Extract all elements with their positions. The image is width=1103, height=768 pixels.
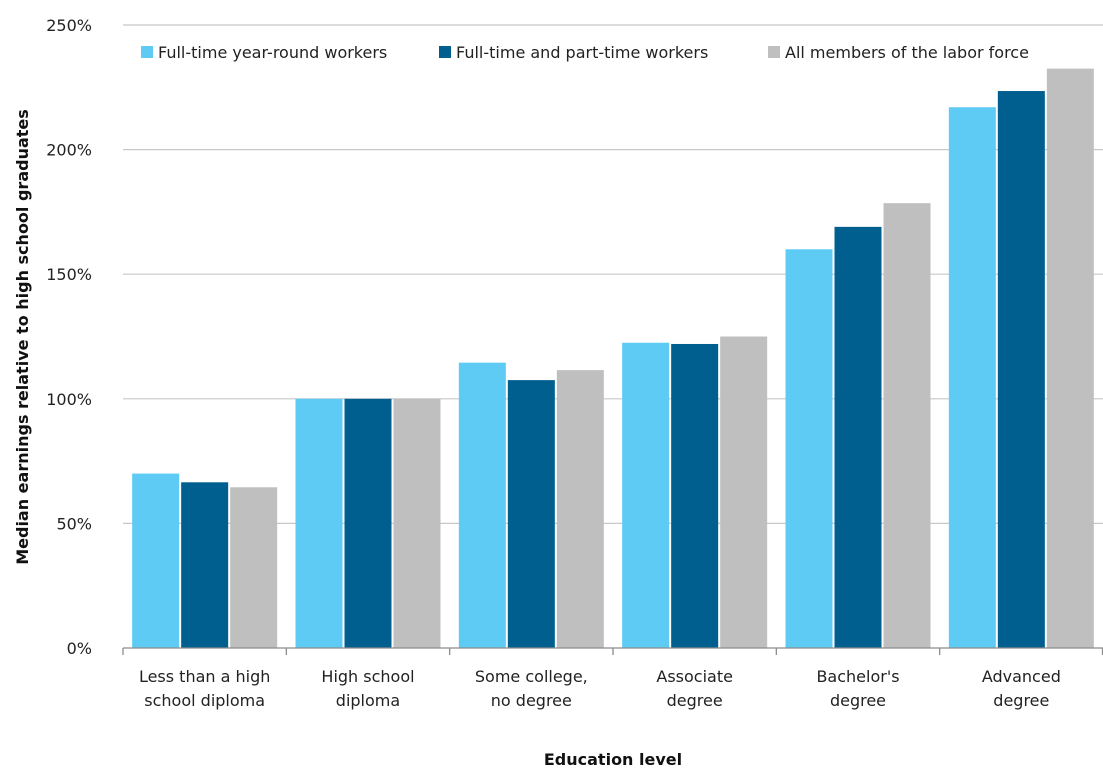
category-label-line: school diploma xyxy=(144,691,265,710)
bar xyxy=(785,249,833,648)
category-label-line: High school xyxy=(321,667,414,686)
category-label-line: Associate xyxy=(656,667,733,686)
category-label: Bachelor's degree xyxy=(816,667,899,710)
bar xyxy=(344,398,392,648)
bar xyxy=(1046,68,1094,649)
bar xyxy=(997,91,1045,648)
y-tick-label: 150% xyxy=(46,265,92,284)
category-labels: Less than a high school diploma High schoo… xyxy=(139,667,1061,710)
category-label: Some college, no degree xyxy=(475,667,588,710)
category-label-line: diploma xyxy=(336,691,400,710)
y-tick-label: 0% xyxy=(67,639,92,658)
category-label: High school diploma xyxy=(321,667,414,710)
bar xyxy=(883,203,931,649)
category-label-line: Advanced xyxy=(982,667,1061,686)
y-tick-label: 250% xyxy=(46,16,92,35)
category-label: Associate degree xyxy=(656,667,733,710)
gridlines xyxy=(123,24,1103,525)
category-label: Less than a high school diploma xyxy=(139,667,270,710)
bar xyxy=(181,482,229,648)
y-tick-labels: 0% 50% 100% 150% 200% 250% xyxy=(46,16,92,658)
bar xyxy=(132,473,180,648)
category-label-line: degree xyxy=(830,691,886,710)
legend-label: Full-time and part-time workers xyxy=(456,43,708,62)
bar xyxy=(834,226,882,649)
category-label-line: degree xyxy=(667,691,723,710)
bar xyxy=(507,380,555,648)
bar xyxy=(458,362,506,648)
y-tick-label: 200% xyxy=(46,141,92,160)
category-label-line: degree xyxy=(993,691,1049,710)
legend: Full-time year-round workers Full-time an… xyxy=(141,43,1029,62)
category-label: Advanced degree xyxy=(982,667,1061,710)
y-tick-label: 50% xyxy=(56,514,92,533)
bar xyxy=(230,487,278,648)
bar xyxy=(622,342,670,648)
category-label-line: Bachelor's xyxy=(816,667,899,686)
legend-label: All members of the labor force xyxy=(785,43,1029,62)
y-axis-title: Median earnings relative to high school … xyxy=(13,109,32,565)
bar xyxy=(556,370,604,648)
x-axis xyxy=(122,647,1103,655)
bar xyxy=(295,398,343,648)
bars xyxy=(132,68,1094,649)
category-label-line: Some college, xyxy=(475,667,588,686)
legend-label: Full-time year-round workers xyxy=(158,43,387,62)
legend-swatch xyxy=(768,46,780,58)
category-label-line: Less than a high xyxy=(139,667,270,686)
bar xyxy=(393,398,441,648)
x-axis-title: Education level xyxy=(544,750,682,768)
bar xyxy=(720,336,768,648)
category-label-line: no degree xyxy=(491,691,572,710)
legend-swatch xyxy=(141,46,153,58)
bar xyxy=(671,343,719,648)
y-tick-label: 100% xyxy=(46,390,92,409)
legend-swatch xyxy=(439,46,451,58)
bar xyxy=(948,107,996,648)
